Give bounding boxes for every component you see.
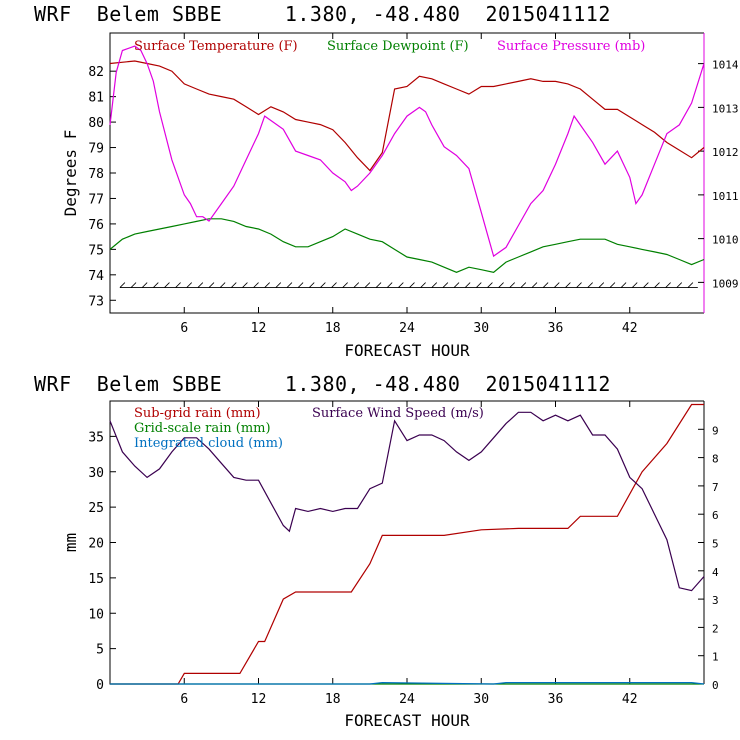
x-axis-title: FORECAST HOUR <box>344 341 470 360</box>
y-left-tick-label: 74 <box>88 269 104 284</box>
x-axis-title: FORECAST HOUR <box>344 711 470 730</box>
y-right-tick-label: 5 <box>712 538 719 551</box>
series-line-surface-pressure-mb- <box>109 45 705 258</box>
x-tick-label: 18 <box>325 692 341 707</box>
y-left-tick-label: 5 <box>96 643 104 658</box>
y-left-tick-label: 25 <box>88 501 104 516</box>
series-line-surface-temperature-f- <box>109 60 705 172</box>
y-left-tick-label: 79 <box>88 142 104 157</box>
y-right-tick-label: 1 <box>712 651 719 664</box>
x-tick-label: 42 <box>622 321 638 336</box>
y-right-tick-label: 2 <box>712 622 719 635</box>
y-left-tick-label: 20 <box>88 537 104 552</box>
legend-entry: Integrated cloud (mm) <box>134 436 283 451</box>
y-right-tick-label: 0 <box>712 679 719 692</box>
panel-1-chart: 6 12 18 24 30 36 42051015202530350123456789FOR… <box>61 400 719 730</box>
y-left-tick-label: 81 <box>88 91 104 106</box>
y-left-tick-label: 0 <box>96 678 104 693</box>
x-tick-label: 36 <box>548 321 564 336</box>
y-left-tick-label: 10 <box>88 607 104 622</box>
wind-barb-row <box>119 282 698 288</box>
series-line-surface-wind-speed-m-s- <box>109 411 705 592</box>
series-line-sub-grid-rain-mm- <box>110 403 704 685</box>
y-left-tick-label: 82 <box>88 65 104 80</box>
y-right-tick-label: 9 <box>712 424 719 437</box>
y-right-tick-label: 4 <box>712 566 719 579</box>
legend-entry: Sub-grid rain (mm) <box>134 406 261 421</box>
legend-entry: Grid-scale rain (mm) <box>134 421 271 436</box>
legend-entry: Surface Temperature (F) <box>134 39 298 54</box>
y-right-tick-label: 1009 <box>712 277 739 290</box>
y-left-tick-label: 76 <box>88 218 104 233</box>
legend-entry: Surface Pressure (mb) <box>497 39 645 54</box>
x-tick-label: 36 <box>548 692 564 707</box>
series-line-surface-dewpoint-f- <box>109 218 705 273</box>
x-tick-label: 30 <box>473 321 489 336</box>
panel-0-chart: 6 12 18 24 30 36 42 73 74 75 76 77 78 79 80 81 82 1009 101… <box>61 32 739 360</box>
x-tick-label: 12 <box>251 692 267 707</box>
y-left-tick-label: 75 <box>88 243 104 258</box>
y-left-tick-label: 80 <box>88 116 104 131</box>
x-tick-label: 18 <box>325 321 341 336</box>
legend-entry: Surface Wind Speed (m/s) <box>312 406 484 421</box>
plot-frame <box>109 32 704 314</box>
y-axis-title: mm <box>61 533 80 552</box>
y-right-tick-label: 1010 <box>712 234 739 247</box>
y-right-tick-label: 8 <box>712 453 719 466</box>
x-tick-label: 6 <box>180 692 188 707</box>
bottom-panel-title: WRF Belem SBBE 1.380, -48.480 2015041112 <box>34 372 611 396</box>
y-right-tick-label: 1011 <box>712 190 739 203</box>
y-right-tick-label: 1013 <box>712 102 739 115</box>
x-tick-label: 24 <box>399 321 415 336</box>
x-tick-label: 6 <box>180 321 188 336</box>
legend-entry: Surface Dewpoint (F) <box>327 39 469 54</box>
x-tick-label: 24 <box>399 692 415 707</box>
y-right-tick-label: 3 <box>712 594 719 607</box>
y-right-tick-label: 7 <box>712 481 719 494</box>
y-left-tick-label: 35 <box>88 430 104 445</box>
x-tick-label: 12 <box>251 321 267 336</box>
y-left-tick-label: 15 <box>88 572 104 587</box>
y-right-tick-label: 1014 <box>712 59 739 72</box>
series-line-integrated-cloud-mm- <box>110 681 705 685</box>
y-left-tick-label: 30 <box>88 466 104 481</box>
x-tick-label: 30 <box>473 692 489 707</box>
y-axis-title: Degrees F <box>61 130 80 217</box>
y-right-tick-label: 1012 <box>712 146 739 159</box>
y-left-tick-label: 77 <box>88 192 104 207</box>
top-panel-title: WRF Belem SBBE 1.380, -48.480 2015041112 <box>34 2 611 26</box>
y-left-tick-label: 78 <box>88 167 104 182</box>
x-tick-label: 42 <box>622 692 638 707</box>
y-left-tick-label: 73 <box>88 294 104 309</box>
y-right-tick-label: 6 <box>712 509 719 522</box>
